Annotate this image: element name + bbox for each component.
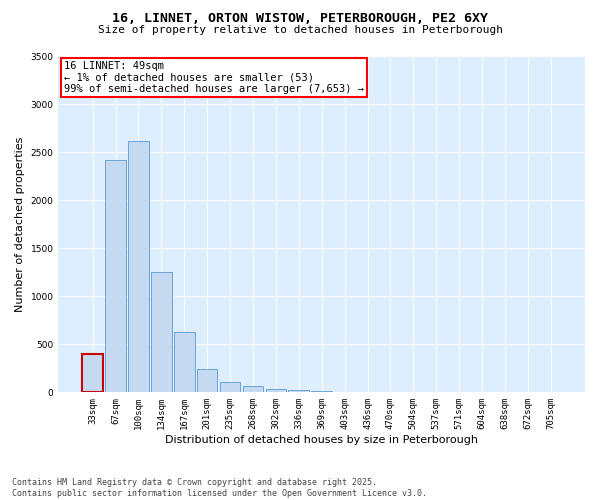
Bar: [174, 332, 194, 392]
Text: Size of property relative to detached houses in Peterborough: Size of property relative to detached ho…: [97, 25, 503, 35]
Text: 16 LINNET: 49sqm
← 1% of detached houses are smaller (53)
99% of semi-detached h: 16 LINNET: 49sqm ← 1% of detached houses…: [64, 61, 364, 94]
Text: Contains HM Land Registry data © Crown copyright and database right 2025.
Contai: Contains HM Land Registry data © Crown c…: [12, 478, 427, 498]
Bar: [197, 370, 217, 392]
Bar: [128, 140, 149, 392]
Bar: [105, 160, 126, 392]
Bar: [82, 354, 103, 393]
Bar: [266, 390, 286, 392]
Bar: [220, 382, 241, 392]
Bar: [151, 272, 172, 392]
Y-axis label: Number of detached properties: Number of detached properties: [15, 136, 25, 312]
Bar: [289, 390, 309, 392]
X-axis label: Distribution of detached houses by size in Peterborough: Distribution of detached houses by size …: [165, 435, 478, 445]
Bar: [242, 386, 263, 392]
Text: 16, LINNET, ORTON WISTOW, PETERBOROUGH, PE2 6XY: 16, LINNET, ORTON WISTOW, PETERBOROUGH, …: [112, 12, 488, 26]
